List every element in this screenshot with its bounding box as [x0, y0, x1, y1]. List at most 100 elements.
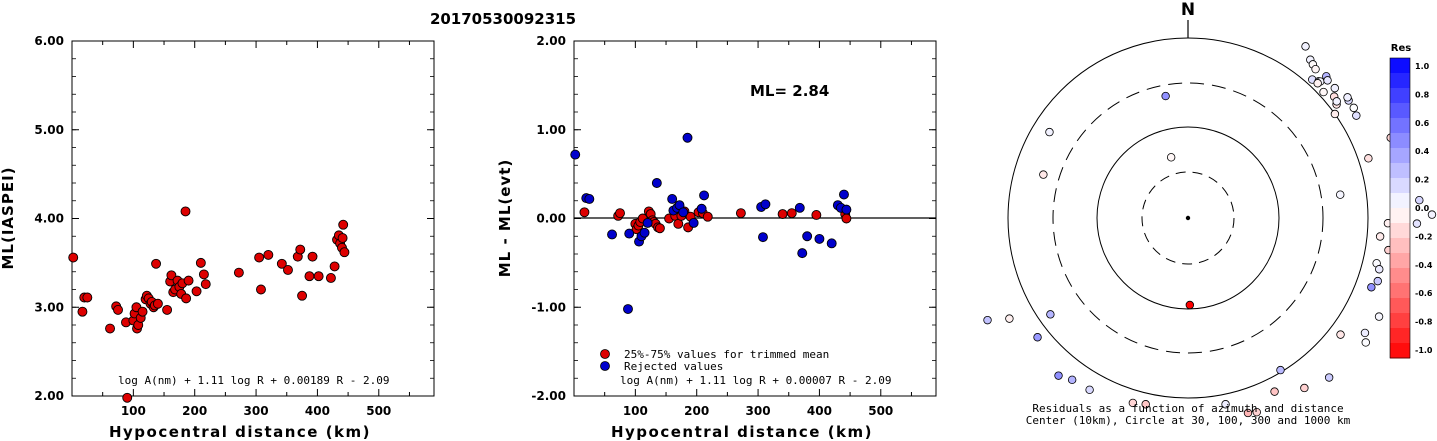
- station-residual-point: [1323, 76, 1332, 85]
- data-point: [841, 204, 852, 215]
- colorbar-label: -0.2: [1415, 232, 1433, 241]
- data-point: [183, 275, 194, 286]
- data-point: [329, 261, 340, 272]
- station-residual-point: [1352, 111, 1361, 120]
- station-residual-point: [1270, 387, 1279, 396]
- colorbar-label: -0.4: [1415, 261, 1433, 270]
- ml-vs-distance-chart: 100 200 300 400 500 2.00 3.00 4.00 5.00 6.00 log …: [0, 34, 435, 441]
- data-point: [295, 244, 306, 255]
- data-point: [570, 149, 581, 160]
- colorbar-cell: [1390, 178, 1410, 194]
- colorbar-cell: [1390, 148, 1410, 164]
- station-residual-point: [1313, 79, 1322, 88]
- colorbar-cell: [1390, 133, 1410, 149]
- x-tick-label: 500: [868, 404, 893, 418]
- x-tick-label: 100: [623, 404, 648, 418]
- station-residual-point: [1311, 64, 1320, 74]
- data-point: [122, 392, 133, 403]
- data-point: [607, 229, 617, 240]
- colorbar-cell: [1390, 268, 1410, 284]
- colorbar-cell: [1390, 58, 1410, 74]
- station-residual-point: [1005, 314, 1014, 323]
- station-residual-point: [1067, 375, 1077, 385]
- station-residual-point: [1141, 400, 1150, 409]
- ring-100km: [1096, 126, 1280, 310]
- data-point: [276, 258, 287, 269]
- station-residual-point: [1221, 400, 1230, 409]
- colorbar-label: -1.0: [1415, 346, 1433, 355]
- chart2-x-label: Hypocentral distance (km): [611, 423, 873, 441]
- y-tick-label: 6.00: [34, 34, 64, 48]
- x-tick-label: 200: [684, 404, 709, 418]
- colorbar-cell: [1390, 328, 1410, 344]
- chart2-legend-label-trimmed: 25%-75% values for trimmed mean: [624, 348, 829, 361]
- colorbar-cell: [1390, 253, 1410, 269]
- polar-points: [983, 42, 1437, 418]
- colorbar-cell: [1390, 238, 1410, 254]
- data-point: [786, 208, 797, 219]
- station-residual-point: [1300, 383, 1309, 393]
- colorbar-label: 0.0: [1415, 204, 1430, 213]
- y-tick-label: -1.00: [531, 300, 566, 314]
- page-title: 20170530092315: [430, 10, 576, 28]
- colorbar-cell: [1390, 88, 1410, 104]
- data-point: [814, 233, 825, 244]
- data-point: [615, 208, 625, 219]
- data-point: [195, 257, 206, 268]
- data-point: [254, 252, 265, 263]
- colorbar-cell: [1390, 343, 1410, 359]
- station-residual-point: [1166, 153, 1176, 162]
- colorbar-cell: [1390, 313, 1410, 329]
- x-tick-label: 500: [366, 404, 391, 418]
- colorbar-cell: [1390, 118, 1410, 134]
- data-point: [826, 238, 837, 249]
- station-residual-point: [1336, 330, 1345, 339]
- station-residual-point: [1375, 232, 1385, 241]
- data-point: [758, 232, 768, 243]
- station-residual-point: [1364, 154, 1373, 163]
- chart2-formula: log A(nm) + 1.11 log R + 0.00007 R - 2.0…: [620, 374, 892, 387]
- data-point: [339, 247, 350, 258]
- y-tick-label: 2.00: [536, 34, 566, 48]
- colorbar-label: 0.8: [1415, 90, 1430, 99]
- data-point: [584, 194, 595, 204]
- station-residual-point: [1375, 265, 1384, 274]
- ring-30km: [1141, 171, 1235, 265]
- data-point: [794, 202, 805, 213]
- x-tick-label: 400: [807, 404, 832, 418]
- station-residual-point: [1427, 210, 1437, 219]
- data-point: [256, 284, 266, 295]
- data-point: [152, 298, 163, 309]
- y-tick-label: 0.00: [536, 212, 566, 226]
- colorbar-title: Res: [1391, 43, 1411, 54]
- station-residual-point: [1343, 93, 1352, 102]
- data-point: [283, 265, 293, 275]
- data-point: [325, 273, 336, 283]
- data-point: [338, 219, 349, 230]
- azimuth-residuals-chart: N Residuals as a function of azimuth and…: [983, 0, 1437, 427]
- station-residual-point: [1336, 190, 1345, 199]
- chart2-y-label: ML - ML(evt): [496, 159, 514, 277]
- station-residual-point: [1373, 276, 1382, 286]
- station-residual-point: [1412, 219, 1422, 228]
- data-point: [654, 223, 665, 234]
- y-tick-label: 2.00: [34, 389, 64, 403]
- data-point: [579, 207, 590, 218]
- station-residual-point: [1330, 109, 1340, 119]
- colorbar-cell: [1390, 283, 1410, 299]
- data-point: [682, 132, 693, 143]
- colorbar-label: 0.2: [1415, 176, 1429, 185]
- polar-caption-line1: Residuals as a function of azimuth and d…: [1032, 402, 1343, 415]
- colorbar-cell: [1390, 163, 1410, 179]
- data-point: [699, 190, 710, 201]
- polar-caption-line2: Center (10km), Circle at 30, 100, 300 an…: [1026, 414, 1351, 427]
- y-tick-label: -2.00: [531, 389, 566, 403]
- x-tick-label: 300: [244, 404, 269, 418]
- data-point: [113, 304, 123, 315]
- chart2-points: [570, 132, 852, 314]
- data-point: [839, 189, 849, 200]
- colorbar-cell: [1390, 193, 1410, 209]
- y-tick-label: 3.00: [34, 300, 64, 314]
- chart1-ticks: 100 200 300 400 500 2.00 3.00 4.00 5.00 6.00: [34, 34, 434, 418]
- north-label: N: [1181, 0, 1195, 20]
